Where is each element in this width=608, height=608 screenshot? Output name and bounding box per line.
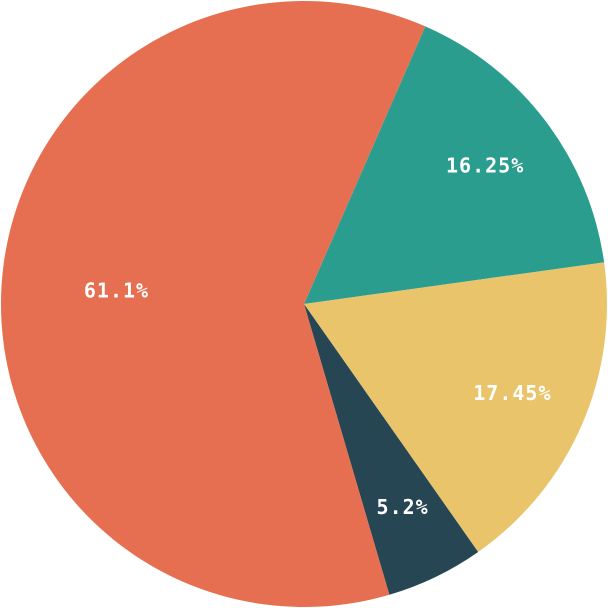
pie-slice <box>304 262 607 552</box>
slice-label: 16.25% <box>446 153 524 177</box>
slice-label: 61.1% <box>84 279 149 303</box>
slice-label: 5.2% <box>377 495 429 519</box>
pie-slice <box>304 26 605 304</box>
slice-label: 17.45% <box>473 381 551 405</box>
pie-slice <box>1 1 426 608</box>
pie-slice <box>304 304 479 595</box>
